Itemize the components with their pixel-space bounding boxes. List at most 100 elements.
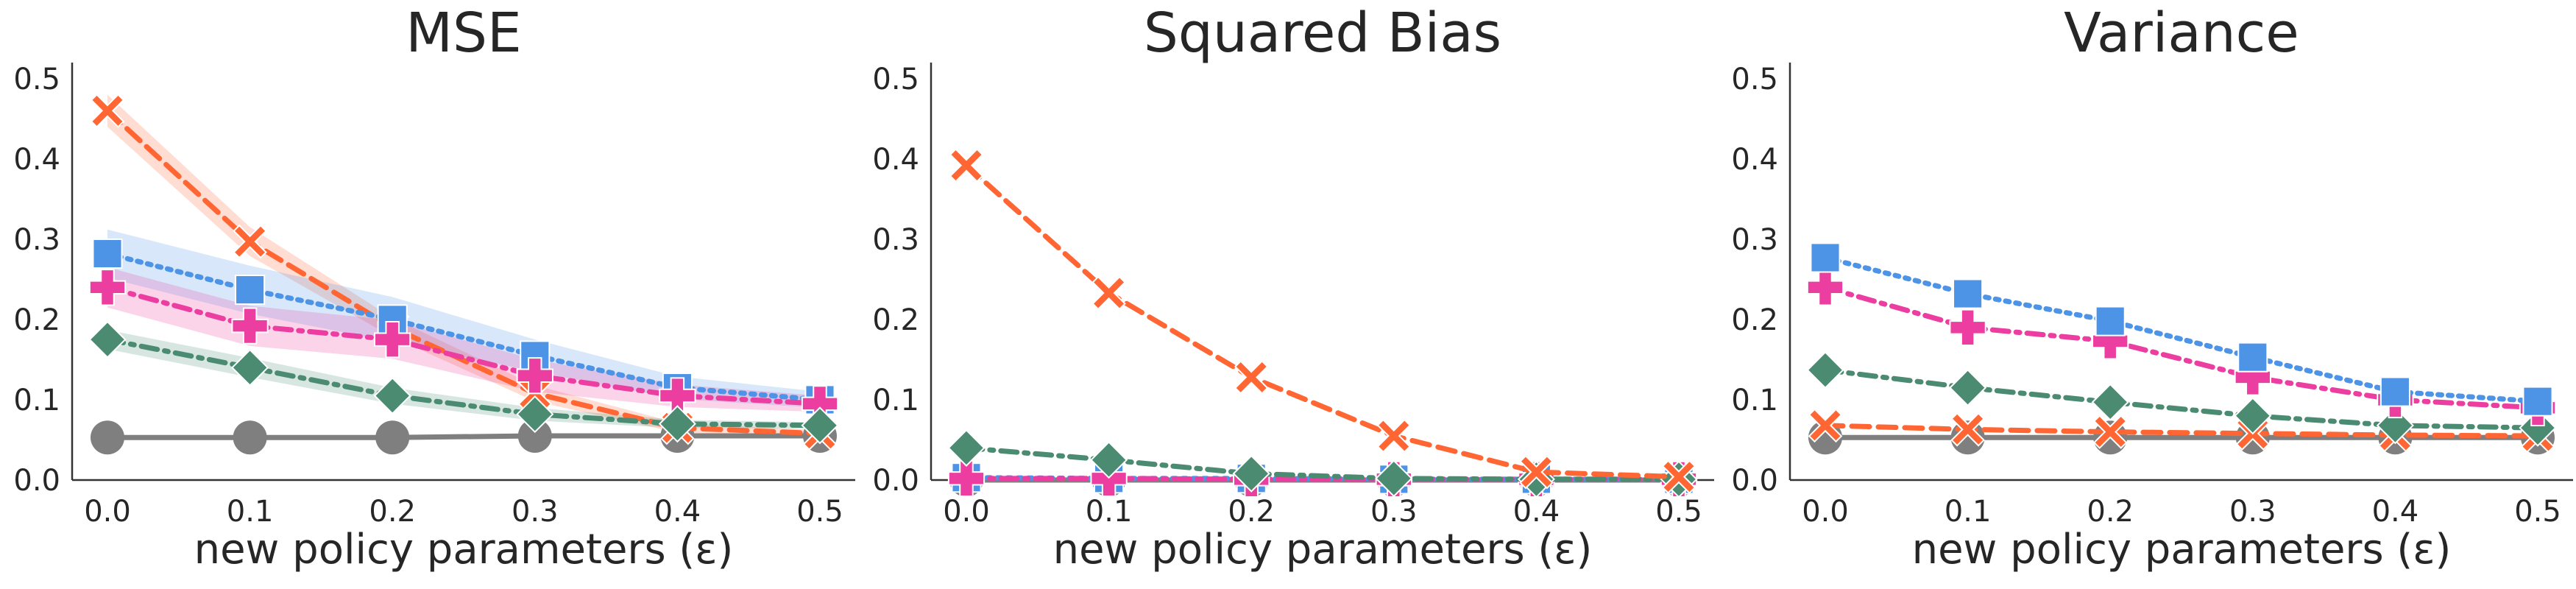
x-axis-label: new policy parameters (ε) [1053,526,1593,574]
series-plus [88,269,839,423]
data-point [92,238,123,269]
chart-panel-1: 0.0 0.1 0.2 0.3 0.4 0.5 0.0 0.1 0.2 0.3 0.4 0.5 MSE n… [13,1,855,574]
data-point [231,307,269,345]
x-tick-label: 0.1 [1945,495,1992,529]
series-square [1810,242,2553,417]
data-point [2095,306,2126,336]
chart-panel-2: 0.0 0.1 0.2 0.3 0.4 0.5 0.0 0.1 0.2 0.3 0.4 0.5 Squa… [872,1,1714,574]
data-point [2234,397,2272,435]
x-tick-label: 0.5 [1655,495,1702,529]
data-point [1806,351,1844,389]
x-tick-label: 0.3 [512,495,559,529]
data-point [949,148,984,183]
x-tick-label: 0.5 [2514,495,2561,529]
data-point [1375,459,1413,498]
x-tick-label: 0.2 [369,495,416,529]
data-point [516,357,553,395]
data-point [1234,360,1269,395]
data-point [233,224,267,259]
data-point [375,420,410,455]
data-point [2519,409,2557,447]
series-diamond [88,320,839,445]
data-point [374,321,411,359]
series-line [1822,367,2541,431]
panel-title: MSE [406,1,522,65]
series-line [105,251,823,403]
x-tick-label: 0.2 [1228,495,1275,529]
series-band [107,330,820,429]
y-tick-label: 0.1 [13,384,60,417]
data-point [2376,406,2414,445]
x-axis-label: new policy parameters (ε) [1912,526,2452,574]
data-point [2237,342,2268,373]
data-point [90,94,125,128]
panel-title: Squared Bias [1144,1,1501,65]
data-point [2091,383,2129,421]
y-tick-label: 0.4 [1731,143,1778,177]
x-tick-label: 0.4 [2372,495,2419,529]
y-tick-label: 0.1 [872,384,919,417]
y-tick-label: 0.2 [1731,303,1778,337]
panel-title: Variance [2064,1,2299,65]
series-line [963,445,1682,482]
x-tick-label: 0.4 [654,495,701,529]
data-point [2379,376,2410,407]
x-tick-label: 0.0 [1802,495,1849,529]
x-tick-label: 0.0 [943,495,990,529]
chart-panel-3: 0.0 0.1 0.2 0.3 0.4 0.5 0.0 0.1 0.2 0.3 0.4 0.5 Vari… [1731,1,2573,574]
series-band [107,229,820,408]
series-line [1822,423,2541,439]
x-axis-label: new policy parameters (ε) [194,526,734,574]
data-point [2092,415,2128,449]
data-point [1519,454,1554,490]
data-point [1091,275,1126,311]
data-point [233,420,267,455]
y-tick-label: 0.0 [13,464,60,498]
y-tick-label: 0.3 [13,223,60,257]
series-diamond [1806,351,2557,447]
y-tick-label: 0.5 [13,63,60,96]
data-point [947,428,986,467]
y-tick-label: 0.0 [1731,464,1778,498]
data-point [235,275,266,306]
series-line [105,336,823,428]
series-band [107,94,820,437]
y-tick-label: 0.3 [872,223,919,257]
x-tick-label: 0.0 [84,495,131,529]
series-x [1808,408,2555,454]
y-tick-label: 0.5 [872,63,919,96]
series-line [963,163,1682,480]
data-point [88,320,127,359]
data-point [1949,308,1986,346]
series-plus [1806,269,2557,427]
x-tick-label: 0.2 [2087,495,2134,529]
series-diamond [947,428,1698,498]
x-tick-label: 0.1 [1086,495,1133,529]
data-point [516,395,554,434]
series-line [1822,284,2541,411]
series-line [105,284,823,406]
data-point [801,406,839,445]
y-tick-label: 0.1 [1731,384,1778,417]
x-tick-label: 0.1 [227,495,274,529]
x-tick-label: 0.5 [796,495,843,529]
x-tick-label: 0.3 [1370,495,1418,529]
data-point [947,459,986,497]
data-point [658,405,696,443]
y-tick-label: 0.3 [1731,223,1778,257]
data-point [91,420,124,455]
data-point [517,419,552,454]
data-point [1806,269,1844,306]
data-point [373,376,411,415]
y-tick-label: 0.2 [872,303,919,337]
data-point [1232,454,1270,493]
y-tick-label: 0.4 [13,143,60,177]
x-tick-label: 0.4 [1513,495,1560,529]
series-line [105,107,823,437]
data-point [2522,386,2553,417]
series-line [1822,255,2541,404]
y-tick-label: 0.0 [872,464,919,498]
y-tick-label: 0.2 [13,303,60,337]
data-point [1661,459,1696,494]
